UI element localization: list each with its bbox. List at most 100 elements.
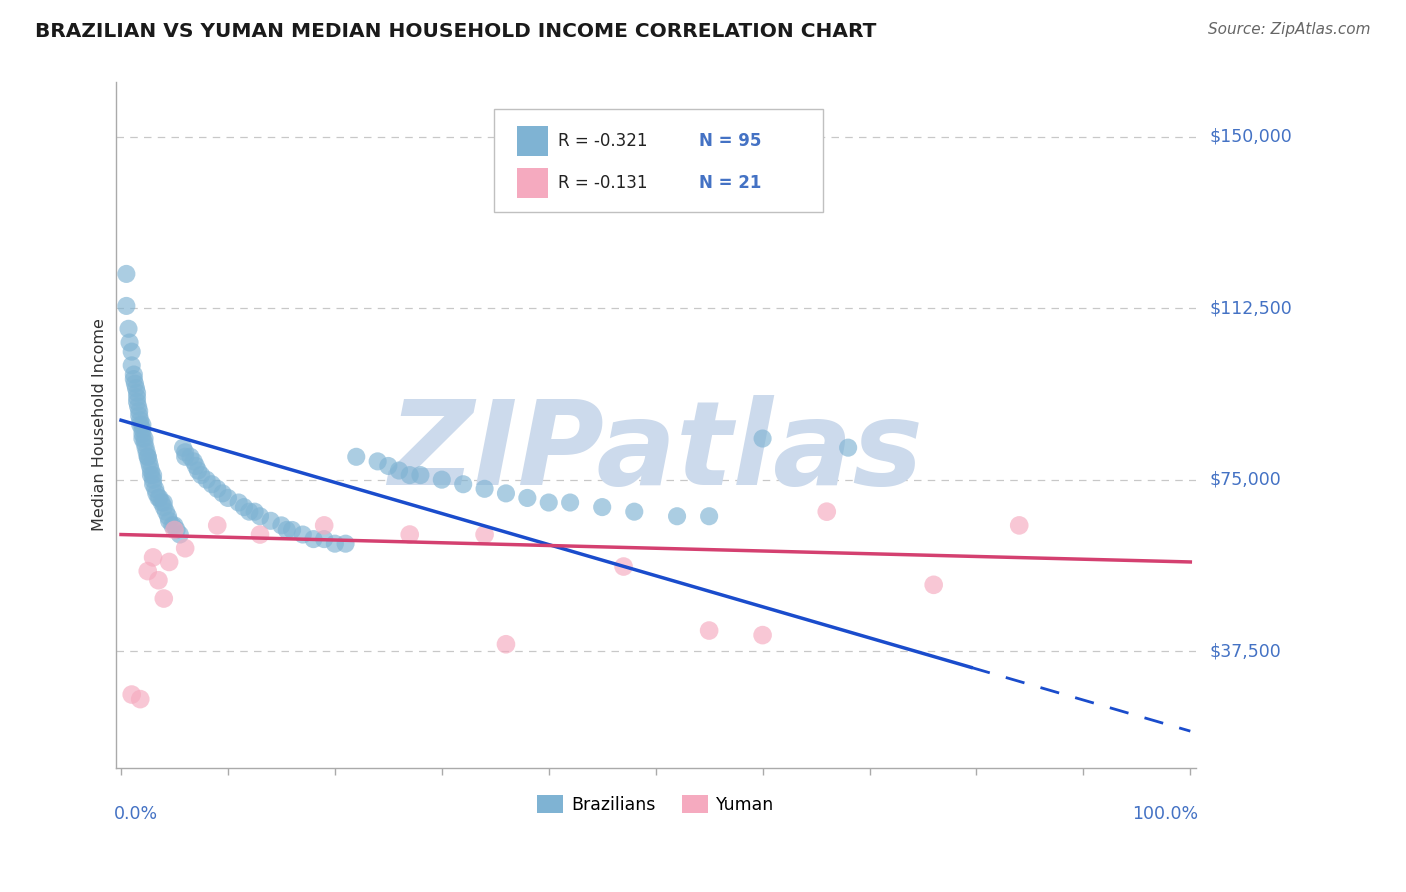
Point xyxy=(474,527,496,541)
Point xyxy=(451,477,474,491)
Text: $75,000: $75,000 xyxy=(1209,471,1281,489)
Point xyxy=(142,550,165,565)
Point xyxy=(377,458,399,473)
Point xyxy=(118,335,141,350)
Point xyxy=(495,637,517,651)
Text: $37,500: $37,500 xyxy=(1209,642,1281,660)
Point xyxy=(152,591,174,606)
Point xyxy=(184,458,207,473)
Point xyxy=(152,495,174,509)
Point xyxy=(398,527,420,541)
Point xyxy=(591,500,613,514)
Point xyxy=(148,574,170,588)
Point xyxy=(139,468,162,483)
Point xyxy=(135,441,157,455)
Point xyxy=(516,491,538,505)
Text: $112,500: $112,500 xyxy=(1209,299,1292,318)
Point xyxy=(233,500,256,514)
FancyBboxPatch shape xyxy=(494,110,823,212)
Text: BRAZILIAN VS YUMAN MEDIAN HOUSEHOLD INCOME CORRELATION CHART: BRAZILIAN VS YUMAN MEDIAN HOUSEHOLD INCO… xyxy=(35,22,876,41)
Point xyxy=(537,495,560,509)
Point xyxy=(122,368,145,382)
Point xyxy=(136,450,159,464)
Point xyxy=(344,450,367,464)
Point xyxy=(207,482,229,496)
Point xyxy=(115,267,138,281)
Text: 0.0%: 0.0% xyxy=(114,805,157,823)
Point xyxy=(751,432,773,446)
Text: N = 21: N = 21 xyxy=(699,174,761,192)
Y-axis label: Median Household Income: Median Household Income xyxy=(93,318,107,532)
Point xyxy=(131,417,153,432)
Point xyxy=(134,432,156,446)
Point xyxy=(125,395,148,409)
Point xyxy=(201,477,224,491)
Point xyxy=(281,523,304,537)
Point xyxy=(183,454,205,468)
Text: 100.0%: 100.0% xyxy=(1132,805,1198,823)
Point xyxy=(148,491,170,505)
Point xyxy=(474,482,496,496)
Point xyxy=(922,578,945,592)
Point xyxy=(187,463,209,477)
FancyBboxPatch shape xyxy=(517,168,548,198)
Point xyxy=(143,482,166,496)
Point xyxy=(152,500,174,514)
Point xyxy=(139,458,162,473)
Point xyxy=(430,473,453,487)
Point xyxy=(115,299,138,313)
Point xyxy=(128,409,150,423)
Point xyxy=(314,532,336,546)
Text: Source: ZipAtlas.com: Source: ZipAtlas.com xyxy=(1208,22,1371,37)
Point xyxy=(121,359,143,373)
Point xyxy=(270,518,292,533)
Point xyxy=(125,390,148,404)
Point xyxy=(142,468,165,483)
Point xyxy=(134,436,156,450)
Point xyxy=(129,417,152,432)
Point xyxy=(367,454,389,468)
Point xyxy=(124,376,146,391)
Point xyxy=(291,527,314,541)
Legend: Brazilians, Yuman: Brazilians, Yuman xyxy=(530,789,782,821)
Point xyxy=(157,514,180,528)
Point xyxy=(121,688,143,702)
Point xyxy=(815,505,838,519)
Point xyxy=(163,518,186,533)
Point xyxy=(122,372,145,386)
Point xyxy=(558,495,581,509)
Point xyxy=(131,426,153,441)
Point xyxy=(174,450,197,464)
Point xyxy=(211,486,233,500)
Point xyxy=(697,509,720,524)
Text: R = -0.321: R = -0.321 xyxy=(558,132,648,150)
Point xyxy=(398,468,420,483)
Point xyxy=(190,468,212,483)
Point xyxy=(166,523,188,537)
Point xyxy=(136,450,159,464)
Point xyxy=(121,344,143,359)
Point xyxy=(117,322,139,336)
Point xyxy=(155,505,177,519)
Point xyxy=(238,505,260,519)
Point xyxy=(125,385,148,400)
Point xyxy=(174,541,197,556)
Point xyxy=(323,537,346,551)
Point xyxy=(1008,518,1031,533)
Point xyxy=(136,564,159,578)
Point xyxy=(145,486,167,500)
Point xyxy=(138,454,160,468)
Point xyxy=(666,509,689,524)
Point xyxy=(228,495,250,509)
Text: ZIPatlas: ZIPatlas xyxy=(388,395,924,509)
Point xyxy=(163,523,186,537)
Point xyxy=(142,473,165,487)
Point xyxy=(751,628,773,642)
Point xyxy=(249,527,271,541)
Point xyxy=(260,514,283,528)
Point xyxy=(302,532,325,546)
Point xyxy=(314,518,336,533)
Point xyxy=(127,400,149,414)
Point xyxy=(837,441,859,455)
Point xyxy=(157,509,180,524)
